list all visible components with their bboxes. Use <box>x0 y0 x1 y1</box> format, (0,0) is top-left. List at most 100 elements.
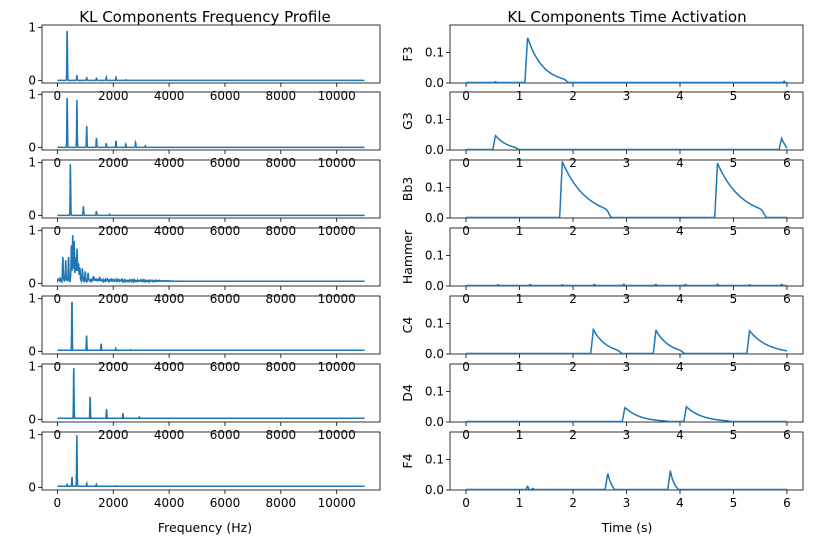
x-tick-label: 3 <box>623 292 631 306</box>
frequency-panel-frame <box>41 159 381 219</box>
frequency-profile-line <box>57 301 365 352</box>
time-activation-line <box>466 37 787 84</box>
y-tick-label: 0.0 <box>425 143 444 157</box>
x-tick-label: 6 <box>783 360 791 374</box>
x-tick-label: 0 <box>462 156 470 170</box>
x-tick-label: 6000 <box>210 428 241 442</box>
x-tick-label: 0 <box>462 89 470 103</box>
time-activation-title: KL Components Time Activation <box>507 8 746 26</box>
x-tick-label: 3 <box>623 156 631 170</box>
x-tick-label: 10000 <box>318 360 356 374</box>
x-tick-label: 2 <box>569 360 577 374</box>
x-tick-label: 6000 <box>210 224 241 238</box>
frequency-profile-line <box>57 367 365 420</box>
time-activation-line <box>466 327 788 355</box>
x-tick-label: 2000 <box>98 224 129 238</box>
frequency-profile-line <box>56 235 365 284</box>
y-tick-label: 1 <box>28 360 36 374</box>
x-tick-label: 6 <box>783 224 791 238</box>
x-tick-label: 4 <box>676 156 684 170</box>
frequency-panel-6: 0 1 0 2000 4000 6000 8000 10000 <box>28 360 381 442</box>
x-tick-label: 4 <box>676 224 684 238</box>
time-axis-label: Time (s) <box>601 520 653 535</box>
x-tick-label: 1 <box>516 292 524 306</box>
x-tick-label: 3 <box>623 89 631 103</box>
x-tick-label: 1 <box>516 428 524 442</box>
y-tick-label: 0.0 <box>425 211 444 225</box>
x-tick-label: 10000 <box>318 224 356 238</box>
frequency-profile-line <box>57 30 365 82</box>
panel-background <box>42 25 380 83</box>
x-tick-label: 6000 <box>210 156 241 170</box>
y-tick-label: 0.0 <box>425 279 444 293</box>
x-tick-label: 4000 <box>154 89 185 103</box>
y-tick-label: 1 <box>28 428 36 442</box>
x-tick-label: 1 <box>516 496 524 510</box>
frequency-panel-frame <box>41 363 381 423</box>
x-tick-label: 8000 <box>266 224 297 238</box>
x-tick-label: 0 <box>462 428 470 442</box>
y-tick-label: 0.1 <box>425 452 444 466</box>
y-tick-label: 0 <box>28 73 36 87</box>
time-activation-line <box>466 283 787 287</box>
x-tick-label: 1 <box>516 89 524 103</box>
x-tick-label: 2000 <box>98 428 129 442</box>
y-tick-label: 1 <box>28 156 36 170</box>
x-tick-label: 4000 <box>154 496 185 510</box>
x-tick-label: 6 <box>783 496 791 510</box>
time-panel-c4: 0.0 0.1 0 1 2 3 4 5 6 C4 <box>400 295 804 374</box>
x-tick-label: 6000 <box>210 360 241 374</box>
time-activation-line <box>466 161 787 219</box>
frequency-panel-4: 0 1 0 2000 4000 6000 8000 10000 <box>28 224 381 306</box>
x-tick-label: 0 <box>54 224 62 238</box>
frequency-profile-column: 0 1 0 2000 4000 6000 8000 10000 0 1 0 2000 4000 6000 8… <box>28 21 381 510</box>
frequency-panel-frame <box>41 295 381 355</box>
x-tick-label: 2 <box>569 224 577 238</box>
x-tick-label: 1 <box>516 360 524 374</box>
x-tick-label: 2000 <box>98 496 129 510</box>
frequency-panel-frame <box>41 431 381 491</box>
x-tick-label: 4000 <box>154 360 185 374</box>
frequency-profile-title: KL Components Frequency Profile <box>79 8 331 26</box>
series-label: F3 <box>400 46 415 61</box>
frequency-panel-frame <box>41 91 381 151</box>
x-tick-label: 5 <box>730 496 738 510</box>
x-tick-label: 6000 <box>210 292 241 306</box>
x-tick-label: 2000 <box>98 292 129 306</box>
y-tick-label: 0 <box>28 276 36 290</box>
frequency-profile-line <box>57 435 365 488</box>
time-panel-g3: 0.0 0.1 0 1 2 3 4 5 6 G3 <box>400 91 804 170</box>
x-tick-label: 0 <box>54 292 62 306</box>
x-tick-label: 1 <box>516 224 524 238</box>
series-label: D4 <box>400 384 415 402</box>
x-tick-label: 4 <box>676 292 684 306</box>
x-tick-label: 10000 <box>318 89 356 103</box>
x-tick-label: 4 <box>676 428 684 442</box>
frequency-panel-frame <box>41 227 381 287</box>
y-tick-label: 0.1 <box>425 384 444 398</box>
frequency-panel-3: 0 1 0 2000 4000 6000 8000 10000 <box>28 156 381 238</box>
time-panel-bb3: 0.0 0.1 0 1 2 3 4 5 6 Bb3 <box>400 159 804 238</box>
x-tick-label: 3 <box>623 496 631 510</box>
series-label: C4 <box>400 317 415 334</box>
series-label: Bb3 <box>400 177 415 201</box>
x-tick-label: 10000 <box>318 428 356 442</box>
frequency-panel-frame <box>41 24 381 84</box>
y-tick-label: 0.1 <box>425 112 444 126</box>
x-tick-label: 8000 <box>266 89 297 103</box>
x-tick-label: 3 <box>623 360 631 374</box>
x-tick-label: 8000 <box>266 156 297 170</box>
x-tick-label: 2 <box>569 292 577 306</box>
frequency-panel-2: 0 1 0 2000 4000 6000 8000 10000 <box>28 88 381 170</box>
y-tick-label: 0 <box>28 412 36 426</box>
frequency-panel-1: 010 2000 4000 6000 8000 10000 <box>28 21 381 103</box>
x-tick-label: 4000 <box>154 292 185 306</box>
x-tick-label: 2000 <box>98 156 129 170</box>
time-panel-f3: 0.0 0.1 0 1 2 3 4 5 6 F3 <box>400 24 804 103</box>
x-tick-label: 2 <box>569 89 577 103</box>
time-panel-f4: 0.0 0.1 0 1 2 3 4 5 6 F4 <box>400 431 804 510</box>
x-tick-label: 6000 <box>210 89 241 103</box>
time-activation-line <box>466 470 787 491</box>
x-tick-label: 3 <box>623 428 631 442</box>
x-tick-label: 5 <box>730 156 738 170</box>
